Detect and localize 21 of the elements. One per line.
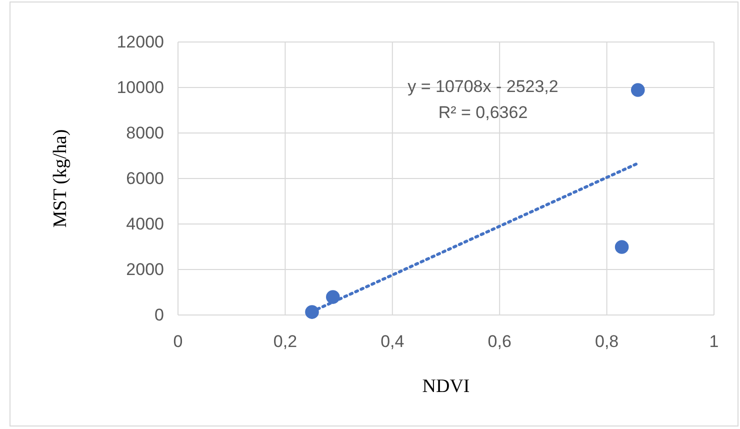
y-tick-label: 8000 [126, 123, 164, 142]
x-axis-title: NDVI [422, 376, 470, 397]
point [630, 83, 645, 97]
y-tick-label: 12000 [116, 32, 164, 52]
x-tick-label: 1 [709, 332, 719, 352]
y-axis-title: MST (kg/ha) [50, 129, 71, 228]
x-tick-label: 0,6 [488, 332, 512, 352]
x-tick-label: 0,4 [380, 332, 404, 352]
x-tick-label: 0,2 [273, 332, 298, 352]
y-tick-label: 0 [154, 305, 164, 324]
x-tick-label: 0 [173, 332, 183, 352]
annotation: y = 10708x - 2523,2 [408, 77, 558, 96]
annotation: R² = 0,6362 [438, 103, 528, 122]
point [326, 290, 340, 304]
y-tick-label: 6000 [126, 168, 164, 188]
y-tick-label: 4000 [126, 214, 164, 234]
x-tick-label: 0,8 [594, 332, 619, 352]
point [305, 305, 319, 319]
y-tick-label: 2000 [126, 260, 164, 279]
y-tick-label: 10000 [116, 78, 164, 97]
point [614, 240, 629, 254]
